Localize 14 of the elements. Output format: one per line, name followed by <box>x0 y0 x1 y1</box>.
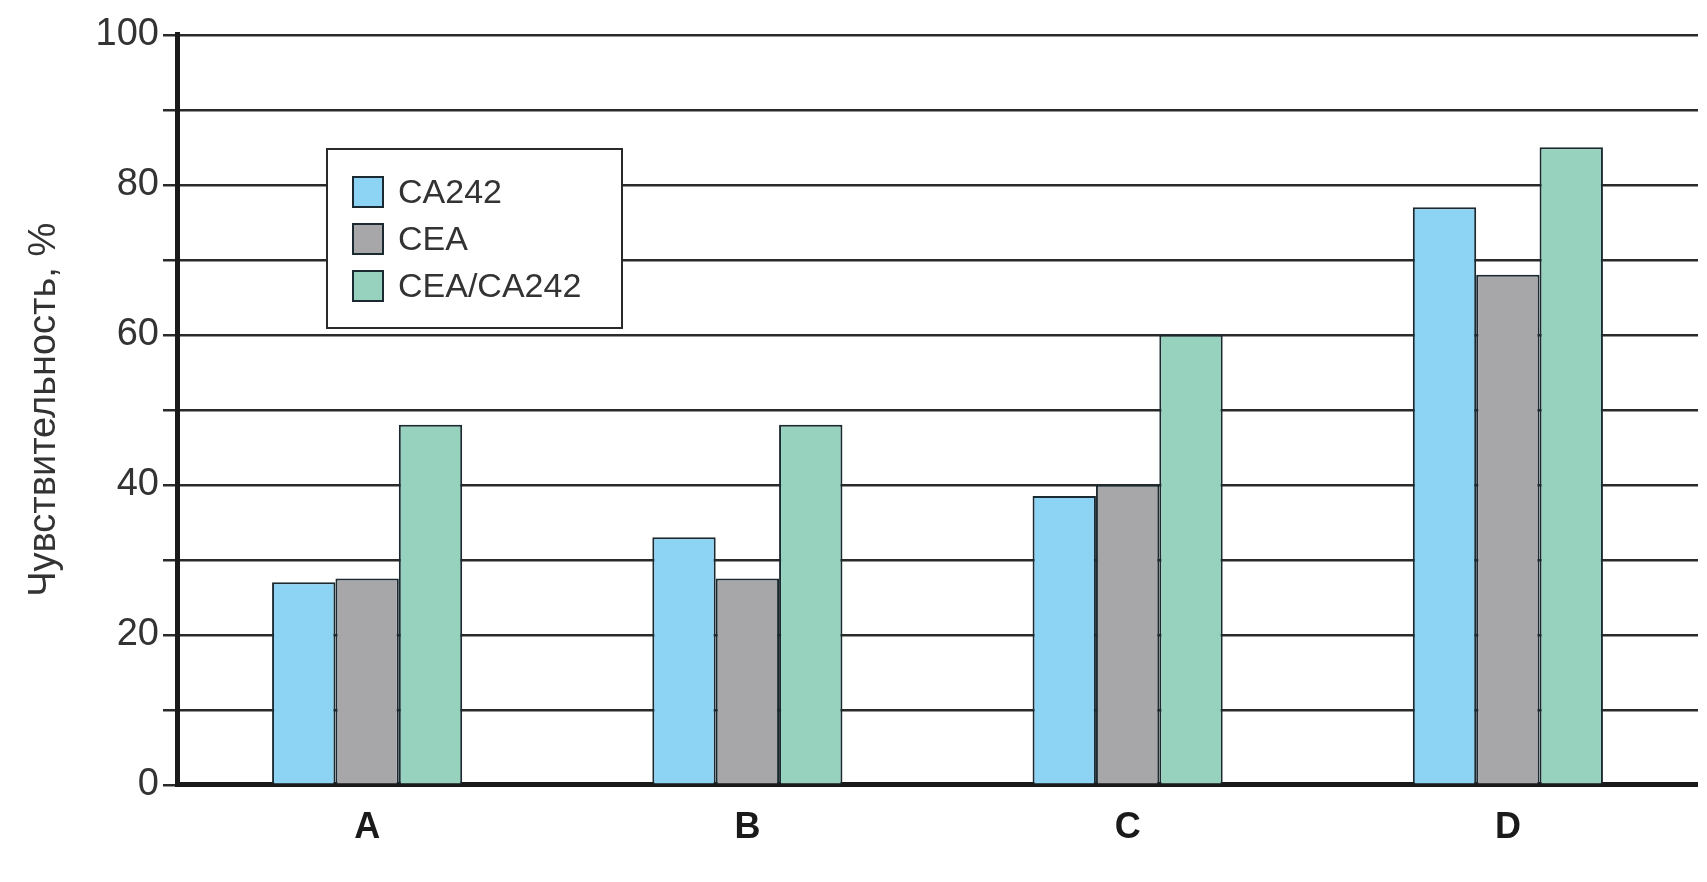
y-tick-label: 0 <box>137 761 159 804</box>
x-tick-label: C <box>1114 805 1141 847</box>
legend-label: CEA/CA242 <box>398 266 582 305</box>
y-tick-label: 20 <box>116 611 159 654</box>
x-tick-label: A <box>354 805 381 847</box>
x-tick-label: B <box>734 805 761 847</box>
legend-label: CA242 <box>398 172 502 211</box>
y-axis-title: Чувствительность, % <box>21 222 64 597</box>
x-tick-label: D <box>1494 805 1521 847</box>
y-tick-label: 40 <box>116 461 159 504</box>
y-tick-label: 80 <box>116 161 159 204</box>
legend-label: CEA <box>398 219 468 258</box>
y-tick-label: 60 <box>116 311 159 354</box>
y-tick-label: 100 <box>95 11 159 54</box>
